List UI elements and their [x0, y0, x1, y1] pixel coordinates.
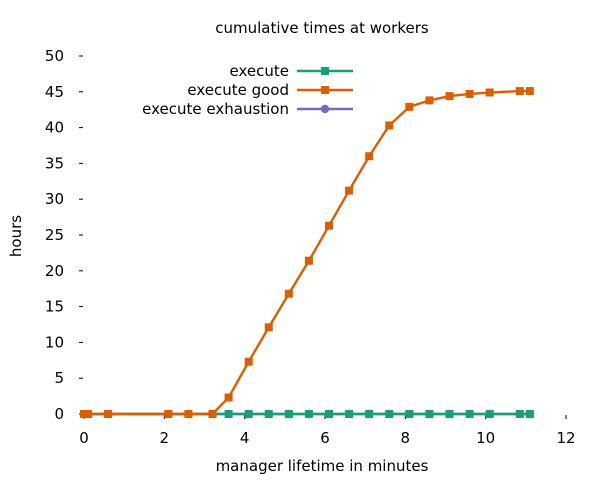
data-point — [445, 410, 454, 418]
chart-title: cumulative times at workers — [215, 19, 429, 37]
data-point — [284, 289, 293, 298]
y-tick-label: 20 — [45, 262, 64, 280]
data-point — [365, 410, 374, 418]
data-point — [224, 393, 233, 402]
data-point — [264, 410, 273, 418]
data-point — [445, 92, 454, 101]
y-tick-label: 50 — [45, 47, 64, 65]
x-tick-label: 2 — [160, 429, 170, 447]
x-axis-title: manager lifetime in minutes — [216, 457, 429, 475]
x-tick-label: 10 — [476, 429, 495, 447]
x-tick-label: 0 — [79, 429, 89, 447]
y-tick-label: 5 — [54, 369, 64, 387]
y-tick-label: 0 — [54, 405, 64, 423]
y-tick-label: 30 — [45, 190, 64, 208]
data-point — [184, 410, 193, 418]
data-point — [244, 357, 253, 366]
y-tick-label: 40 — [45, 119, 64, 137]
data-point — [304, 410, 313, 418]
data-point — [385, 121, 394, 130]
axis-ticks: 0 5 10 15 20 25 30 35 40 45 50 0 2 4 6 8 10 12 — [45, 47, 576, 447]
legend-swatch-marker — [320, 104, 330, 114]
x-tick-label: 6 — [320, 429, 330, 447]
y-tick-label: 35 — [45, 154, 64, 172]
y-axis-title: hours — [7, 215, 25, 257]
data-point — [208, 410, 217, 418]
y-tick-label: 10 — [45, 333, 64, 351]
data-point — [485, 88, 494, 97]
data-point — [104, 410, 113, 418]
series-line — [84, 89, 530, 416]
legend-swatch-marker — [321, 86, 329, 94]
data-point — [405, 102, 414, 111]
data-point — [465, 89, 474, 98]
data-point — [325, 410, 334, 418]
data-point — [264, 323, 273, 332]
data-point — [325, 221, 334, 230]
legend-label: execute good — [187, 81, 289, 99]
series-execute-good — [80, 87, 534, 418]
y-tick-label: 25 — [45, 226, 64, 244]
data-point — [465, 410, 474, 418]
data-point — [515, 87, 524, 96]
data-point — [485, 410, 494, 418]
data-point — [164, 410, 173, 418]
data-point — [345, 410, 354, 418]
y-tick-label: 45 — [45, 83, 64, 101]
data-point — [84, 410, 93, 418]
data-point — [365, 152, 374, 161]
data-point — [385, 410, 394, 418]
legend-swatch-marker — [321, 67, 329, 75]
legend-label: execute exhaustion — [142, 100, 289, 118]
x-tick-label: 12 — [556, 429, 575, 447]
plot-area — [79, 87, 535, 419]
data-point — [515, 410, 524, 418]
data-point — [304, 256, 313, 265]
legend-label: execute — [230, 62, 289, 80]
data-point — [525, 87, 534, 96]
x-tick-label: 4 — [240, 429, 250, 447]
data-point — [284, 410, 293, 418]
data-point — [244, 410, 253, 418]
data-point — [425, 96, 434, 105]
data-point — [525, 410, 534, 418]
data-point — [224, 410, 233, 418]
data-point — [405, 410, 414, 418]
data-point — [345, 186, 354, 195]
data-point — [80, 410, 88, 418]
x-tick-label: 8 — [401, 429, 411, 447]
data-point — [425, 410, 434, 418]
y-tick-label: 15 — [45, 298, 64, 316]
